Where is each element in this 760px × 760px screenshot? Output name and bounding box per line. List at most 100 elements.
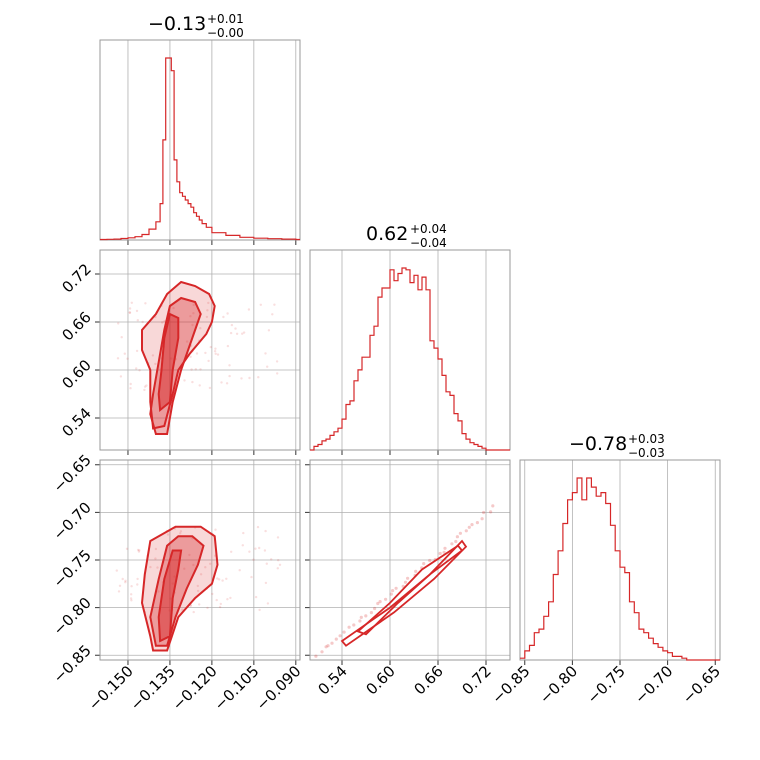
scatter-point — [450, 542, 454, 546]
scatter-point — [252, 558, 255, 561]
scatter-point — [226, 598, 229, 601]
scatter-point — [143, 385, 147, 388]
scatter-point — [154, 547, 158, 551]
scatter-point — [136, 583, 139, 586]
scatter-point — [258, 608, 261, 612]
density-contour — [356, 544, 464, 636]
y-axis-ticklabels-param-2: −0.85−0.80−0.75−0.70−0.65 — [50, 451, 95, 687]
scatter-point — [130, 585, 133, 588]
density-contour — [157, 312, 180, 412]
scatter-point — [264, 529, 267, 533]
scatter-point — [254, 547, 257, 550]
scatter-point — [480, 517, 484, 521]
x-tick-label: 0.66 — [410, 662, 446, 698]
scatter-point — [194, 368, 197, 371]
scatter-point — [226, 344, 230, 348]
title-0-upper: +0.01 — [207, 12, 244, 26]
scatter-point — [221, 579, 224, 582]
x-tick-label: −0.75 — [584, 662, 629, 707]
scatter-point — [391, 589, 395, 593]
panel-frame — [99, 249, 301, 451]
scatter-point — [136, 319, 139, 322]
scatter-point — [270, 558, 273, 561]
scatter-point — [458, 531, 462, 535]
scatter-point — [278, 563, 282, 566]
scatter-point — [189, 355, 192, 358]
title-0-lower: −0.00 — [207, 26, 244, 40]
scatter-point — [214, 347, 217, 350]
scatter-point — [428, 558, 432, 563]
title-2-lower: −0.03 — [628, 446, 665, 460]
scatter-point — [126, 357, 129, 360]
scatter-point — [204, 566, 207, 569]
scatter-point — [264, 352, 267, 355]
scatter-point — [220, 381, 223, 384]
scatter-point — [394, 586, 398, 590]
scatter-point — [326, 644, 330, 648]
x-tick-label: −0.80 — [536, 662, 581, 707]
scatter-point — [378, 600, 382, 604]
x-tick-label: −0.135 — [127, 662, 179, 714]
scatter-point — [157, 590, 160, 593]
scatter-point — [250, 575, 253, 579]
scatter-point — [248, 550, 251, 553]
x-tick-label: −0.105 — [211, 662, 263, 714]
scatter-point — [376, 601, 380, 606]
x-axis-ticklabels-param-2: −0.85 −0.80 −0.75 −0.70 −0.65 — [488, 662, 724, 707]
scatter-point — [151, 354, 155, 357]
scatter-point — [172, 306, 175, 310]
scatter-point — [358, 619, 362, 623]
histogram-panel-0 — [99, 39, 301, 245]
scatter-point — [241, 544, 244, 547]
x-tick-label: −0.090 — [253, 662, 305, 714]
scatter-point — [225, 577, 228, 580]
scatter-point — [179, 532, 182, 535]
y-axis-ticklabels-param-1: 0.54 0.60 0.66 0.72 — [58, 260, 94, 440]
panel-frame — [99, 39, 301, 241]
scatter-point — [238, 569, 241, 572]
scatter-point — [216, 353, 220, 356]
x-tick-label: −0.85 — [488, 662, 533, 707]
scatter-point — [342, 630, 346, 634]
scatter-point — [154, 362, 157, 366]
density-contour — [157, 549, 183, 643]
scatter-point — [373, 606, 377, 611]
scatter-point — [219, 602, 222, 606]
scatter-point — [276, 567, 279, 570]
panel-frame — [99, 459, 301, 661]
scatter-point — [442, 550, 446, 554]
scatter-point — [117, 590, 121, 593]
scatter-point — [230, 550, 233, 553]
title-1-upper: +0.04 — [410, 222, 447, 236]
scatter-point — [135, 309, 139, 313]
scatter-point — [216, 577, 219, 580]
scatter-point — [129, 382, 132, 386]
title-2-upper: +0.03 — [628, 432, 665, 446]
title-1-lower: −0.04 — [410, 236, 447, 250]
scatter-point — [188, 553, 191, 557]
scatter-point — [467, 525, 471, 529]
x-tick-label: −0.150 — [85, 662, 137, 714]
scatter-point — [138, 549, 141, 552]
scatter-point — [256, 525, 260, 529]
scatter-point — [195, 352, 199, 355]
scatter-point — [489, 510, 493, 514]
scatter-point — [475, 521, 479, 525]
y-tick-label: −0.65 — [50, 451, 95, 496]
scatter-point — [230, 323, 234, 327]
scatter-point — [347, 625, 351, 629]
panel-frame — [519, 459, 721, 661]
scatter-point — [225, 382, 229, 385]
scatter-point — [218, 578, 221, 581]
scatter-point — [320, 650, 324, 654]
scatter-point — [199, 573, 203, 576]
scatter-point — [199, 327, 202, 330]
histogram-step-line — [310, 267, 510, 451]
title-2-median: −0.78 — [569, 433, 627, 455]
scatter-point — [352, 623, 356, 627]
scatter-point — [206, 606, 209, 610]
scatter-point — [209, 345, 212, 349]
y-tick-label: −0.85 — [50, 641, 95, 686]
scatter-point — [163, 320, 166, 323]
x-tick-label: 0.60 — [362, 662, 398, 698]
